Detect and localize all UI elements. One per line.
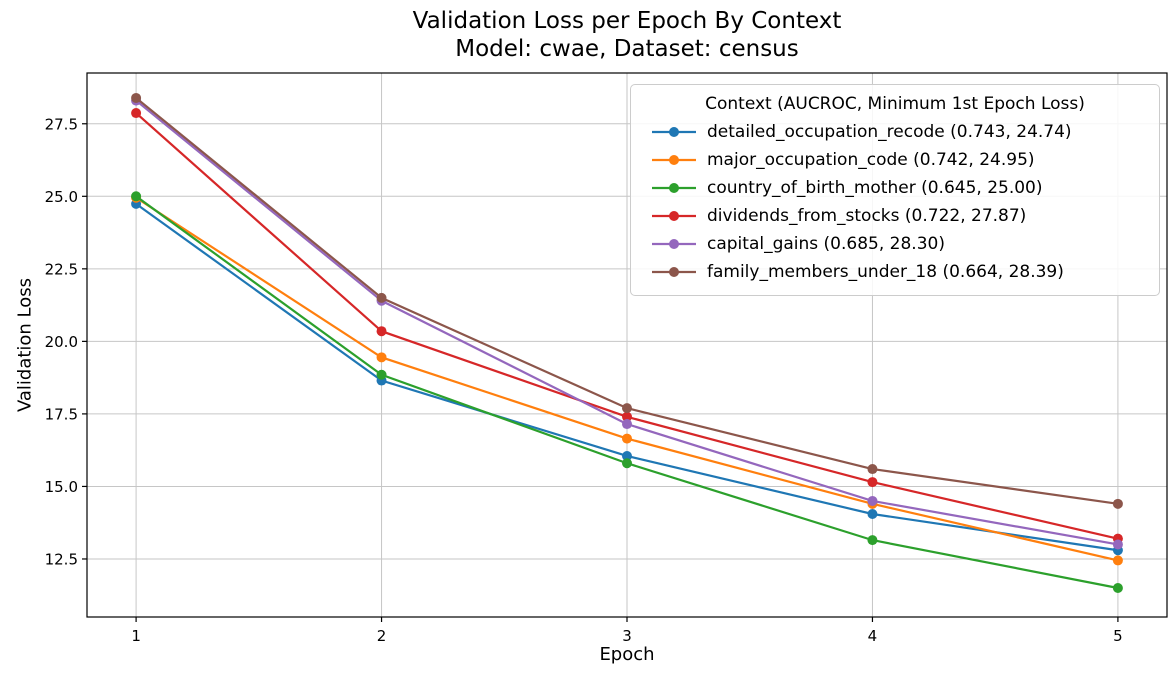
legend-item-label: detailed_occupation_recode (0.743, 24.74… <box>707 122 1072 142</box>
x-tick-label: 3 <box>622 627 632 645</box>
data-point-capital_gains-epoch-5 <box>1112 539 1123 550</box>
legend-marker-icon <box>652 183 696 193</box>
legend-item-detailed_occupation_recode: detailed_occupation_recode (0.743, 24.74… <box>651 120 1149 144</box>
data-point-dividends_from_stocks-epoch-4 <box>867 477 878 488</box>
chart-title-block: Validation Loss per Epoch By Context Mod… <box>87 7 1167 63</box>
chart-subtitle: Model: cwae, Dataset: census <box>455 36 799 62</box>
chart-title: Validation Loss per Epoch By Context <box>412 8 842 34</box>
data-point-country_of_birth_mother-epoch-4 <box>867 535 878 546</box>
data-point-major_occupation_code-epoch-2 <box>376 352 387 363</box>
data-point-family_members_under_18-epoch-3 <box>622 403 632 414</box>
data-point-dividends_from_stocks-epoch-2 <box>376 326 387 337</box>
data-point-family_members_under_18-epoch-2 <box>376 292 387 303</box>
data-point-country_of_birth_mother-epoch-3 <box>622 458 632 469</box>
legend-marker-icon <box>652 155 696 165</box>
legend-items: detailed_occupation_recode (0.743, 24.74… <box>641 120 1149 284</box>
legend-item-label: family_members_under_18 (0.664, 28.39) <box>707 262 1064 282</box>
y-tick-label: 27.5 <box>45 115 78 133</box>
data-point-family_members_under_18-epoch-5 <box>1112 498 1123 509</box>
data-point-family_members_under_18-epoch-1 <box>131 92 142 103</box>
legend-marker-icon <box>652 127 696 137</box>
data-point-dividends_from_stocks-epoch-1 <box>131 108 142 119</box>
y-tick-label: 17.5 <box>45 405 78 423</box>
data-point-capital_gains-epoch-3 <box>622 419 632 430</box>
data-point-family_members_under_18-epoch-4 <box>867 464 878 475</box>
legend-item-capital_gains: capital_gains (0.685, 28.30) <box>651 232 1149 256</box>
legend-marker-icon <box>652 239 696 249</box>
y-tick-label: 15.0 <box>45 478 78 496</box>
x-tick-label: 1 <box>131 627 141 645</box>
data-point-detailed_occupation_recode-epoch-4 <box>867 509 878 520</box>
x-tick-label: 5 <box>1113 627 1123 645</box>
y-tick-label: 20.0 <box>45 333 78 351</box>
data-point-country_of_birth_mother-epoch-1 <box>131 191 142 202</box>
y-tick-label: 12.5 <box>45 550 78 568</box>
legend-item-label: country_of_birth_mother (0.645, 25.00) <box>707 178 1043 198</box>
y-tick-label: 22.5 <box>45 260 78 278</box>
data-point-dividends_from_stocks-epoch-3 <box>622 411 632 422</box>
x-tick-label: 2 <box>377 627 387 645</box>
data-point-major_occupation_code-epoch-5 <box>1112 555 1123 566</box>
legend-item-family_members_under_18: family_members_under_18 (0.664, 28.39) <box>651 260 1149 284</box>
data-point-country_of_birth_mother-epoch-2 <box>376 369 387 380</box>
legend-title: Context (AUCROC, Minimum 1st Epoch Loss) <box>705 94 1085 114</box>
legend-item-dividends_from_stocks: dividends_from_stocks (0.722, 27.87) <box>651 204 1149 228</box>
legend-item-label: dividends_from_stocks (0.722, 27.87) <box>707 206 1027 226</box>
data-point-country_of_birth_mother-epoch-5 <box>1112 582 1123 593</box>
legend-item-major_occupation_code: major_occupation_code (0.742, 24.95) <box>651 148 1149 172</box>
y-tick-label: 25.0 <box>45 188 78 206</box>
x-axis-label: Epoch <box>599 644 655 665</box>
data-point-major_occupation_code-epoch-3 <box>622 433 632 444</box>
legend: Context (AUCROC, Minimum 1st Epoch Loss)… <box>630 84 1160 296</box>
data-point-capital_gains-epoch-4 <box>867 495 878 506</box>
legend-item-label: major_occupation_code (0.742, 24.95) <box>707 150 1035 170</box>
legend-marker-icon <box>652 267 696 277</box>
legend-marker-icon <box>652 211 696 221</box>
legend-item-country_of_birth_mother: country_of_birth_mother (0.645, 25.00) <box>651 176 1149 200</box>
y-axis-label: Validation Loss <box>14 277 36 413</box>
data-point-detailed_occupation_recode-epoch-3 <box>622 450 632 461</box>
x-tick-label: 4 <box>868 627 878 645</box>
legend-item-label: capital_gains (0.685, 28.30) <box>707 234 945 254</box>
